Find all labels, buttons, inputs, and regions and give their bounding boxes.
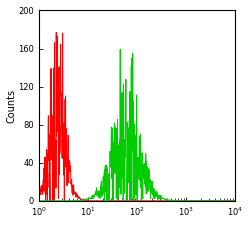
Y-axis label: Counts: Counts (7, 89, 17, 123)
